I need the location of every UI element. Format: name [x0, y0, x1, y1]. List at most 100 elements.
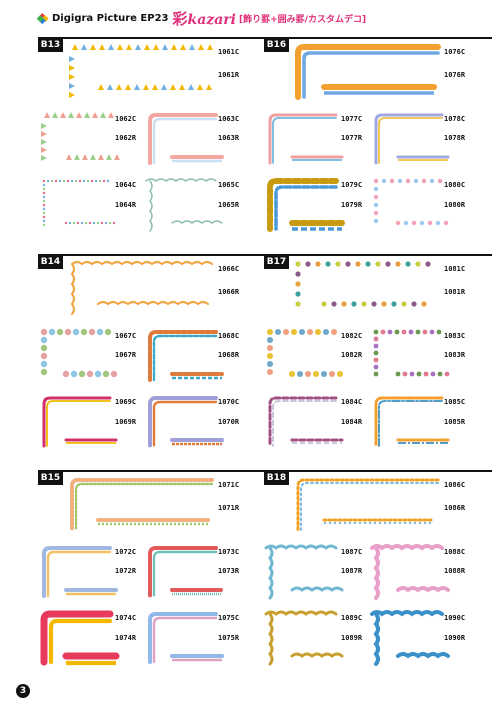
border-sample-corner — [370, 610, 444, 666]
item-code: 1089R — [341, 634, 363, 642]
border-sample-corner — [40, 328, 112, 376]
border-sample-straight — [321, 301, 427, 307]
border-sample-corner — [148, 396, 218, 448]
item-code: 1071R — [218, 504, 240, 512]
border-sample-straight — [322, 518, 436, 524]
section-header: B18 — [264, 470, 492, 486]
item-code: 1080C — [444, 181, 466, 189]
border-sample-straight — [170, 588, 224, 596]
border-samples — [40, 478, 224, 666]
section-label: B16 — [264, 37, 289, 52]
border-sample-corner — [267, 329, 337, 375]
border-sample-corner — [41, 112, 114, 161]
border-sample-corner — [42, 546, 112, 598]
border-sample-straight — [96, 518, 210, 526]
section-b14: B14 1066C 1066R 1067C 1067R 1068C 1068R 1069C 10… — [38, 254, 266, 476]
section-header: B13 — [38, 37, 266, 53]
border-sample-corner — [373, 329, 442, 377]
border-sample-corner — [374, 396, 444, 448]
border-sample-corner — [148, 113, 218, 165]
item-code: 1065C — [218, 181, 240, 189]
product-title: 彩 kazari — [172, 9, 237, 28]
item-code: 1084R — [341, 418, 363, 426]
border-sample-corner — [70, 478, 214, 532]
item-code: 1081R — [444, 288, 466, 296]
item-code: 1087R — [341, 567, 363, 575]
page-header: Digigra Picture EP23 彩 kazari [飾り罫+囲み罫/カス… — [36, 9, 367, 28]
border-sample-corner — [70, 261, 213, 315]
border-sample-straight — [290, 652, 344, 658]
item-code: 1087C — [341, 548, 363, 556]
item-code: 1070C — [218, 398, 240, 406]
border-sample-corner — [296, 478, 440, 532]
border-sample-straight — [170, 372, 224, 380]
item-code: 1062R — [115, 134, 137, 142]
border-sample-corner — [373, 178, 443, 224]
border-sample-corner — [374, 113, 444, 165]
item-code: 1078C — [444, 115, 466, 123]
border-sample-corner — [148, 612, 218, 664]
item-code: 1064R — [115, 201, 137, 209]
item-code: 1073C — [218, 548, 240, 556]
item-code: 1084C — [341, 398, 363, 406]
item-code: 1067C — [115, 332, 137, 340]
item-code: 1085R — [444, 418, 466, 426]
border-sample-corner — [42, 179, 110, 227]
section-label: B14 — [38, 254, 63, 269]
section-b18: B18 1086C 1086R 1087C 1087R 1088C 1088R 1089C 10… — [264, 470, 492, 692]
border-sample-corner — [148, 330, 218, 382]
item-code: 1086R — [444, 504, 466, 512]
border-sample-straight — [97, 301, 209, 306]
item-code: 1077R — [341, 134, 363, 142]
border-sample-corner — [264, 610, 338, 666]
item-code: 1066C — [218, 265, 240, 273]
border-sample-straight — [171, 220, 223, 224]
border-sample-straight — [62, 370, 118, 378]
section-b16: B16 1076C 1076R 1077C 1077R 1078C 1078R 1079C 10… — [264, 37, 492, 259]
border-sample-straight — [396, 586, 450, 593]
border-sample-corner — [264, 544, 338, 600]
border-sample-straight — [64, 438, 118, 444]
item-code: 1077C — [341, 115, 363, 123]
section-label: B15 — [38, 470, 63, 485]
border-samples — [40, 261, 224, 448]
item-code: 1073R — [218, 567, 240, 575]
border-sample-corner — [69, 44, 213, 98]
border-sample-corner — [42, 396, 112, 448]
item-code: 1079R — [341, 201, 363, 209]
border-sample-straight — [290, 586, 344, 592]
border-sample-corner — [145, 178, 217, 232]
border-sample-corner — [370, 544, 444, 600]
border-sample-straight — [290, 438, 344, 444]
product-subtitle: [飾り罫+囲み罫/カスタムデコ] — [239, 14, 367, 25]
border-samples — [267, 261, 450, 448]
border-sample-corner — [40, 610, 114, 666]
item-code: 1063C — [218, 115, 240, 123]
border-sample-straight — [170, 155, 224, 163]
item-code: 1088R — [444, 567, 466, 575]
item-code: 1067R — [115, 351, 137, 359]
border-samples — [41, 44, 224, 232]
item-code: 1090C — [444, 614, 466, 622]
border-sample-straight — [289, 371, 343, 377]
border-sample-straight — [290, 155, 344, 161]
section-header: B17 — [264, 254, 492, 270]
border-sample-straight — [62, 652, 120, 666]
item-code: 1072C — [115, 548, 137, 556]
item-code: 1064C — [115, 181, 137, 189]
item-code: 1075R — [218, 634, 240, 642]
item-code: 1079C — [341, 181, 363, 189]
item-code: 1080R — [444, 201, 466, 209]
page-number: 3 — [16, 684, 30, 698]
item-code: 1085C — [444, 398, 466, 406]
item-code: 1066R — [218, 288, 240, 296]
item-code: 1075C — [218, 614, 240, 622]
item-code: 1068C — [218, 332, 240, 340]
section-label: B13 — [38, 37, 63, 52]
item-code: 1071C — [218, 481, 240, 489]
item-code: 1082R — [341, 351, 363, 359]
item-code: 1089C — [341, 614, 363, 622]
item-code: 1081C — [444, 265, 466, 273]
item-code: 1063R — [218, 134, 240, 142]
border-sample-corner — [295, 261, 431, 307]
